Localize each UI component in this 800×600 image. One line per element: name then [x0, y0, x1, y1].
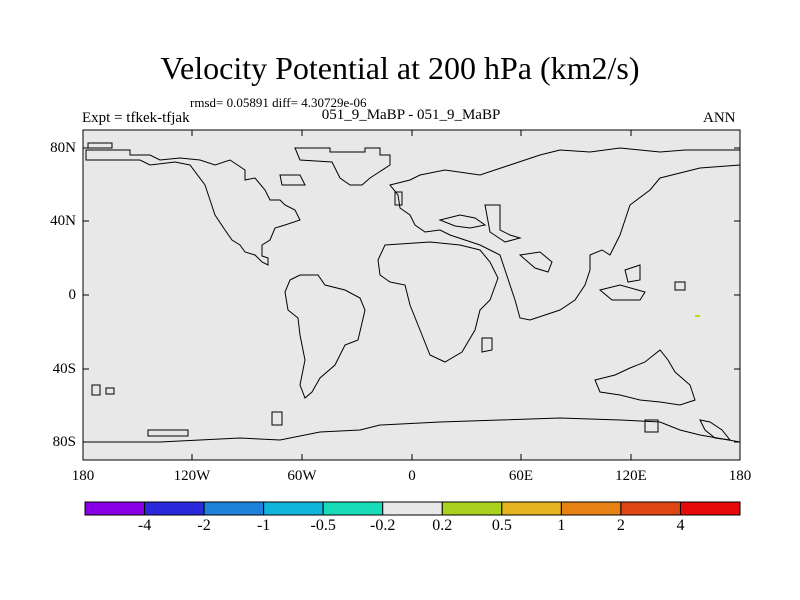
colorbar: [84, 501, 741, 516]
coastline-south-georgia: [271, 411, 283, 426]
colorbar-label: -0.2: [370, 517, 396, 534]
colorbar-label: 0.2: [432, 517, 453, 534]
colorbar-swatch: [263, 501, 324, 516]
colorbar-swatch: [441, 501, 503, 516]
colorbar-label: 0.5: [491, 517, 512, 534]
coastline-australia: [594, 349, 696, 406]
colorbar-label: 1: [557, 517, 566, 534]
coastline-south-island-1: [147, 429, 189, 437]
coastline-antarctica: [83, 417, 741, 443]
coastline-india: [518, 251, 553, 273]
axis-ticks: [83, 130, 740, 460]
coastline-greenland: [294, 147, 391, 186]
season-label: ANN: [703, 110, 736, 126]
colorbar-label: -1: [256, 517, 271, 534]
subtitle-label: 051_9_MaBP - 051_9_MaBP: [321, 107, 501, 123]
coastline-uk: [394, 191, 403, 206]
x-tick-label: 60W: [287, 468, 317, 484]
y-tick-label: 0: [68, 287, 77, 303]
coastline-arabia: [484, 204, 522, 243]
colorbar-swatch: [620, 501, 681, 516]
colorbar-swatch: [84, 501, 146, 516]
colorbar-label: -2: [197, 517, 211, 534]
colorbar-swatch: [382, 501, 443, 516]
coastline-north-america: [85, 149, 301, 266]
coastline-hudson: [279, 174, 306, 186]
colorbar-swatch: [322, 501, 384, 516]
y-tick-label: 80S: [52, 434, 76, 450]
coastline-indonesia: [598, 284, 646, 301]
coastline-arctic-island: [87, 142, 113, 149]
coastline-mediterranean: [438, 214, 487, 229]
coastlines: [83, 142, 741, 443]
coastline-pacific-island: [674, 281, 686, 291]
data-marker: [695, 315, 700, 317]
x-tick-label: 0: [408, 468, 416, 484]
colorbar-label: -0.5: [310, 517, 336, 534]
coastline-africa: [377, 241, 499, 363]
y-tick-label: 80N: [50, 140, 76, 156]
x-tick-label: 120W: [173, 468, 211, 484]
coastline-madagascar: [481, 337, 493, 353]
y-tick-label: 40S: [52, 361, 76, 377]
coastline-south-america: [284, 274, 366, 399]
map-title: Velocity Potential at 200 hPa (km2/s): [160, 50, 640, 86]
colorbar-swatch: [203, 501, 265, 516]
x-tick-label: 180: [728, 468, 752, 484]
coastline-tasmania: [644, 419, 659, 433]
colorbar-label: 2: [616, 517, 625, 534]
x-tick-label: 60E: [508, 468, 534, 484]
coastline-south-island-3: [105, 387, 115, 395]
coastline-south-island-2: [91, 384, 101, 396]
coastline-japan: [624, 264, 641, 283]
colorbar-label: 4: [676, 517, 685, 534]
coastline-eurasia: [389, 147, 741, 321]
map-plot-area: [82, 129, 741, 461]
x-tick-label: 180: [71, 468, 95, 484]
x-tick-label: 120E: [615, 468, 647, 484]
colorbar-label: -4: [137, 517, 152, 534]
colorbar-swatch: [560, 501, 622, 516]
experiment-label: Expt = tfkek-tfjak: [82, 110, 190, 126]
colorbar-swatch: [501, 501, 562, 516]
colorbar-swatch: [144, 501, 205, 516]
colorbar-swatch: [679, 501, 741, 516]
stats-label: rmsd= 0.05891 diff= 4.30729e-06: [190, 95, 367, 110]
y-tick-label: 40N: [50, 213, 76, 229]
